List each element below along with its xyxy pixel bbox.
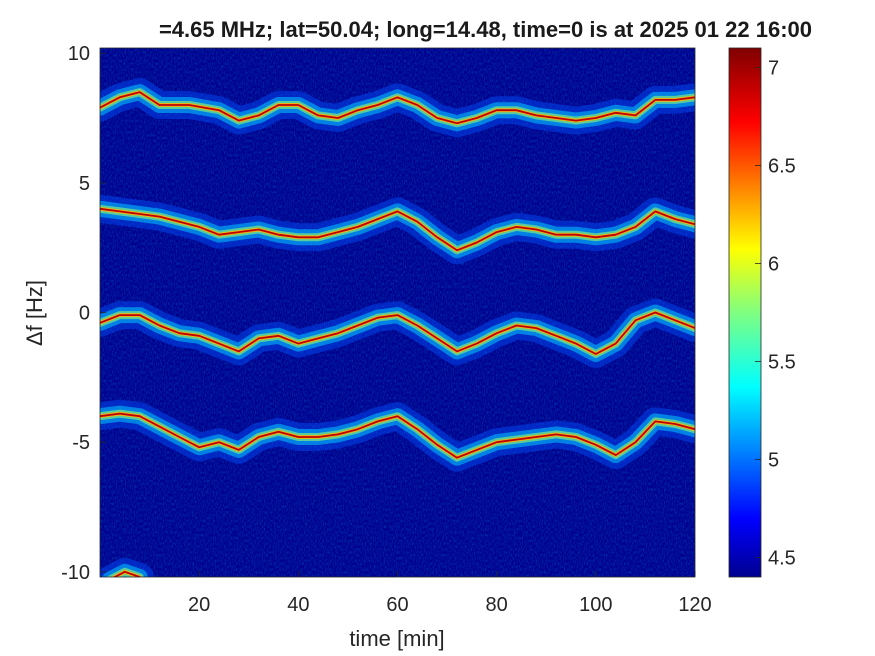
trace-1-layer-5 — [100, 91, 695, 125]
y-tick-label: 10 — [68, 43, 90, 65]
trace-2-layer-5 — [100, 207, 695, 252]
y-tick-label: 5 — [79, 173, 90, 195]
y-tick-label: -10 — [61, 562, 90, 584]
y-axis-ticks: 10 5 0 -5 -10 — [61, 43, 106, 584]
trace-3-layer-5 — [100, 311, 695, 355]
traces-layer — [100, 78, 695, 577]
y-tick-label: -5 — [72, 432, 90, 454]
colorbar-tick-label: 6 — [768, 254, 779, 276]
plot-area — [100, 48, 695, 577]
x-tick-label: 60 — [386, 594, 408, 616]
x-tick-label: 80 — [486, 594, 508, 616]
colorbar — [728, 47, 762, 578]
x-axis-label: time [min] — [349, 626, 444, 651]
x-tick-label: 100 — [579, 594, 612, 616]
x-tick-label: 120 — [678, 594, 711, 616]
trace-5-layer-5 — [112, 570, 141, 577]
y-tick-label: 0 — [79, 303, 90, 325]
chart-title: =4.65 MHz; lat=50.04; long=14.48, time=0… — [159, 17, 812, 42]
colorbar-tick-label: 5.5 — [768, 351, 796, 373]
trace-4-layer-5 — [100, 412, 695, 459]
colorbar-tick-label: 7 — [768, 58, 779, 80]
x-axis-ticks: 20 40 60 80 100 120 — [188, 571, 712, 616]
x-tick-label: 20 — [188, 594, 210, 616]
x-tick-label: 40 — [287, 594, 309, 616]
colorbar-tick-label: 6.5 — [768, 156, 796, 178]
colorbar-ticks: 4.5 5 5.5 6 6.5 7 — [755, 58, 796, 569]
colorbar-tick-label: 5 — [768, 449, 779, 471]
y-axis-label: Δf [Hz] — [22, 280, 47, 346]
colorbar-tick-label: 4.5 — [768, 547, 796, 569]
